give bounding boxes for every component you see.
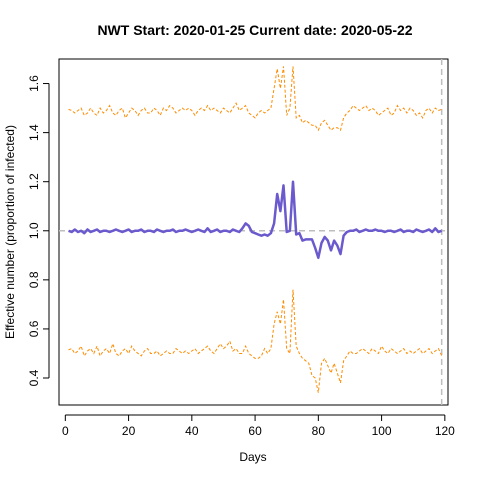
x-axis: 0 20 40 60 80 100 120 (62, 414, 455, 438)
x-tick-label: 100 (372, 424, 392, 438)
y-tick-label: 0.8 (27, 271, 41, 288)
series-line-lower (68, 289, 443, 393)
y-tick-label: 0.6 (27, 320, 41, 337)
y-tick-label: 1.6 (27, 75, 41, 92)
x-axis-label: Days (239, 450, 266, 464)
y-axis-label: Effective number (proportion of infected… (3, 125, 17, 339)
series-line-estimate (68, 180, 443, 260)
y-tick-label: 0.4 (27, 369, 41, 386)
series-line-upper (68, 66, 442, 132)
y-tick-label: 1.4 (27, 124, 41, 141)
plot-frame (58, 58, 449, 406)
x-tick-label: 40 (185, 424, 199, 438)
x-tick-label: 60 (248, 424, 262, 438)
x-tick-label: 120 (435, 424, 455, 438)
series-layer (68, 66, 443, 393)
y-axis: 0.4 0.6 0.8 1.0 1.2 1.4 1.6 (27, 75, 50, 386)
x-tick-label: 20 (122, 424, 136, 438)
x-tick-label: 0 (62, 424, 69, 438)
x-tick-label: 80 (312, 424, 326, 438)
y-tick-label: 1.2 (27, 173, 41, 190)
chart-title: NWT Start: 2020-01-25 Current date: 2020… (97, 22, 412, 38)
y-tick-label: 1.0 (27, 222, 41, 239)
